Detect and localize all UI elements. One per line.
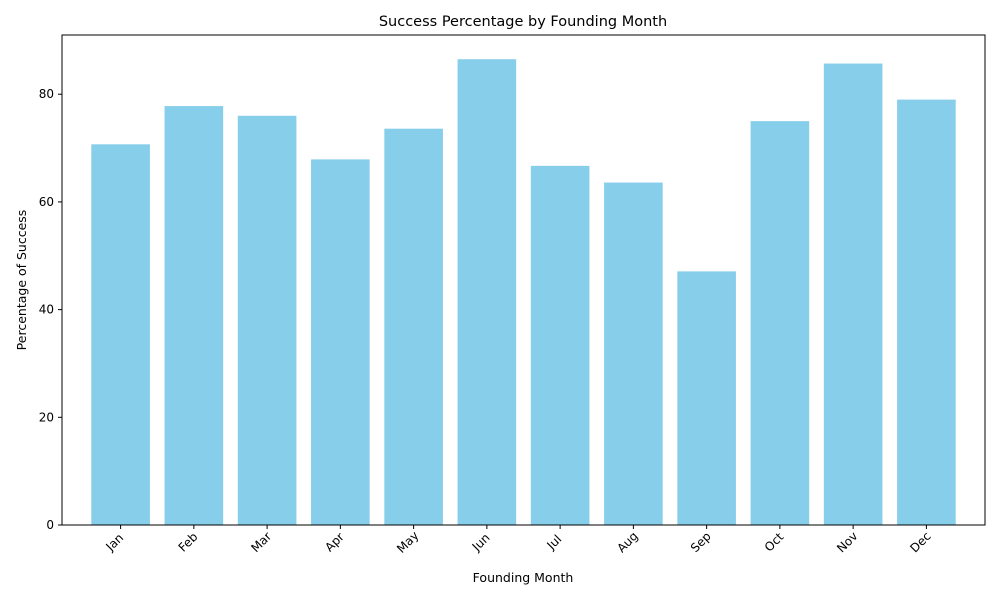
x-tick-label: Mar bbox=[248, 529, 274, 555]
bar-may bbox=[384, 128, 443, 525]
y-tick-label: 60 bbox=[39, 195, 54, 209]
x-tick-label: May bbox=[394, 528, 421, 555]
x-tick-label: Oct bbox=[762, 530, 787, 555]
bar-jun bbox=[457, 59, 517, 525]
x-tick-label: Apr bbox=[322, 530, 347, 555]
y-tick-label: 40 bbox=[39, 303, 54, 317]
y-tick-label: 80 bbox=[39, 87, 54, 101]
bar-sep bbox=[677, 271, 736, 525]
y-axis-ticks: 0 20 40 60 80 bbox=[39, 87, 62, 532]
x-tick-label: Sep bbox=[688, 529, 714, 555]
x-tick-label: Feb bbox=[176, 530, 201, 555]
bar-jul bbox=[530, 165, 590, 525]
bar-mar bbox=[237, 115, 297, 526]
x-tick-label: Jun bbox=[469, 531, 493, 555]
chart-title: Success Percentage by Founding Month bbox=[379, 14, 667, 30]
x-tick-label: Jan bbox=[103, 531, 127, 555]
x-tick-label: Dec bbox=[907, 529, 933, 555]
x-tick-label: Nov bbox=[834, 529, 860, 555]
bars-group bbox=[91, 59, 956, 526]
x-axis-label: Founding Month bbox=[473, 570, 574, 585]
bar-apr bbox=[311, 159, 370, 525]
x-tick-label: Aug bbox=[614, 529, 640, 555]
bar-feb bbox=[164, 106, 224, 525]
bar-jan bbox=[91, 144, 150, 525]
x-axis-ticks: Jan Feb Mar Apr May Jun Jul Aug Sep Oct Nov Dec bbox=[103, 525, 934, 556]
bar-oct bbox=[750, 121, 810, 526]
plot-frame bbox=[61, 34, 986, 526]
x-tick-label: Jul bbox=[544, 532, 565, 553]
bar-nov bbox=[823, 63, 883, 525]
y-tick-label: 0 bbox=[46, 518, 54, 532]
y-axis-label: Percentage of Success bbox=[14, 210, 29, 351]
bar-aug bbox=[604, 182, 663, 526]
y-tick-label: 20 bbox=[39, 410, 54, 424]
bar-dec bbox=[897, 99, 956, 526]
